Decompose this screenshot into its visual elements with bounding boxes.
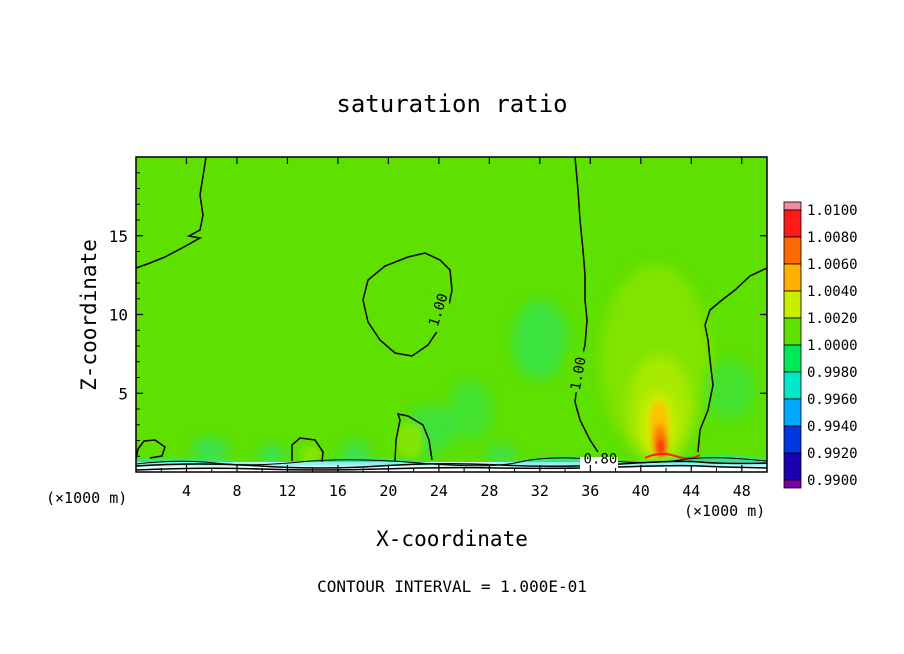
x-tick-label-2: 12 xyxy=(278,482,296,500)
y-axis-ticks: 5 10 15 xyxy=(109,172,767,457)
contour-1-center xyxy=(574,157,599,453)
colorbar-swatch-5 xyxy=(783,317,802,346)
colorbar-swatch-4 xyxy=(783,290,802,319)
contour-label-bg-3 xyxy=(580,457,618,470)
colorbar-swatch-9 xyxy=(783,425,802,454)
colorbar-level-4: 1.0020 xyxy=(807,311,858,327)
y-axis-label: Z-coordinate xyxy=(77,239,101,391)
x-tick-label-1: 8 xyxy=(232,482,241,500)
colorbar-level-2: 1.0060 xyxy=(807,257,858,273)
contour-label-2: 0.80 xyxy=(584,451,618,467)
colorbar-level-10: 0.9900 xyxy=(807,473,858,489)
colorbar-level-7: 0.9960 xyxy=(807,392,858,408)
x-tick-label-6: 28 xyxy=(480,482,498,500)
colorbar-swatch-8 xyxy=(783,398,802,427)
contour-surface-2 xyxy=(136,464,767,471)
contour-1-blob-21 xyxy=(394,413,433,462)
contour-1-left xyxy=(136,157,207,269)
colorbar-swatch-11 xyxy=(783,479,802,489)
contour-interval-footer: CONTOUR INTERVAL = 1.000E-01 xyxy=(317,577,587,596)
colorbar-level-3: 1.0040 xyxy=(807,284,858,300)
colorbar-swatch-10 xyxy=(783,452,802,481)
contour-label-bg-1 xyxy=(423,287,457,333)
colorbar-level-8: 0.9940 xyxy=(807,419,858,435)
x-axis-label: X-coordinate xyxy=(376,527,528,551)
x-unit-left: (×1000 m) xyxy=(46,489,127,507)
colorbar-swatch-2 xyxy=(783,236,802,265)
contour-1-blob-14 xyxy=(291,437,324,463)
contour-1-left-blob xyxy=(136,439,166,460)
colorbar-level-9: 0.9920 xyxy=(807,446,858,462)
x-tick-label-0: 4 xyxy=(182,482,191,500)
contour-labels: 1.001.000.80 xyxy=(426,292,617,468)
x-tick-label-5: 24 xyxy=(430,482,448,500)
x-tick-label-4: 20 xyxy=(379,482,397,500)
colorbar-swatch-7 xyxy=(783,371,802,400)
contour-1-right xyxy=(697,267,767,453)
x-tick-label-8: 36 xyxy=(581,482,599,500)
contour-surface-3 xyxy=(136,457,767,467)
x-tick-label-10: 44 xyxy=(682,482,700,500)
plume-region xyxy=(600,265,710,465)
colorbar-swatch-6 xyxy=(783,344,802,373)
x-tick-label-3: 16 xyxy=(329,482,347,500)
x-unit-right: (×1000 m) xyxy=(684,502,765,520)
contour-label-bg-2 xyxy=(561,350,591,394)
surface-blobs xyxy=(301,422,424,464)
contour-surface-1 xyxy=(136,460,767,469)
colorbar-swatch-3 xyxy=(783,263,802,292)
x-axis-ticks: 4 8 12 16 20 24 28 32 36 40 44 48 xyxy=(160,157,751,500)
x-tick-label-7: 32 xyxy=(531,482,549,500)
colorbar-level-1: 1.0080 xyxy=(807,230,858,246)
plot-field xyxy=(136,157,767,472)
x-tick-label-9: 40 xyxy=(632,482,650,500)
colorbar-level-6: 0.9980 xyxy=(807,365,858,381)
y-tick-label-1: 10 xyxy=(109,306,128,325)
contour-label-1: 1.00 xyxy=(568,356,590,392)
chart-title: saturation ratio xyxy=(336,90,567,118)
colorbar-level-5: 1.0000 xyxy=(807,338,858,354)
plume-core xyxy=(650,401,668,457)
y-tick-label-0: 5 xyxy=(118,384,128,403)
contour-1-upper-loop xyxy=(362,252,453,357)
colorbar: 1.0100 1.0080 1.0060 1.0040 1.0020 1.0000 0.99… xyxy=(783,201,858,489)
colorbar-swatch-1 xyxy=(783,209,802,238)
x-tick-label-11: 48 xyxy=(733,482,751,500)
y-tick-label-2: 15 xyxy=(109,227,128,246)
colorbar-level-0: 1.0100 xyxy=(807,203,858,219)
contour-lines xyxy=(136,157,767,471)
colorbar-swatch-0 xyxy=(783,201,802,211)
